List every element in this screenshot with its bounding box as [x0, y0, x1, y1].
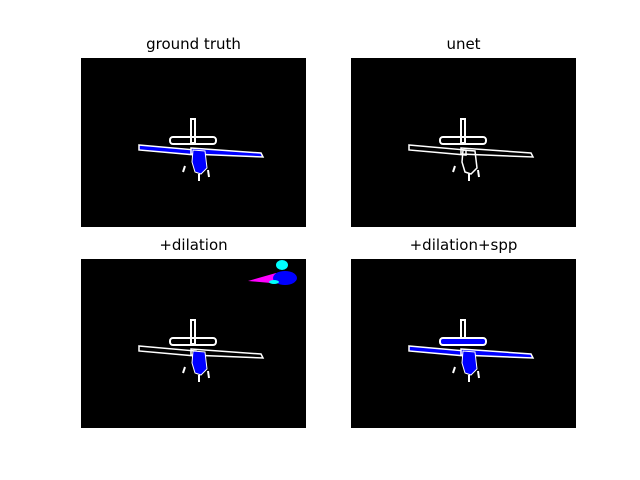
panel-unet: [351, 58, 576, 227]
segmentation-mask-unet: [408, 118, 535, 181]
segmentation-mask-dilation: [138, 260, 297, 382]
panel-title-unet: unet: [446, 35, 481, 53]
segmentation-mask-dilation-spp: [408, 319, 535, 382]
panel-dilation-spp: [351, 259, 576, 428]
panel-ground-truth: [81, 58, 306, 227]
segmentation-mask-ground-truth: [138, 118, 265, 181]
panel-title-ground-truth: ground truth: [146, 35, 241, 53]
panel-title-dilation: +dilation: [159, 236, 228, 254]
panel-dilation: [81, 259, 306, 428]
panel-title-dilation-spp: +dilation+spp: [409, 236, 518, 254]
